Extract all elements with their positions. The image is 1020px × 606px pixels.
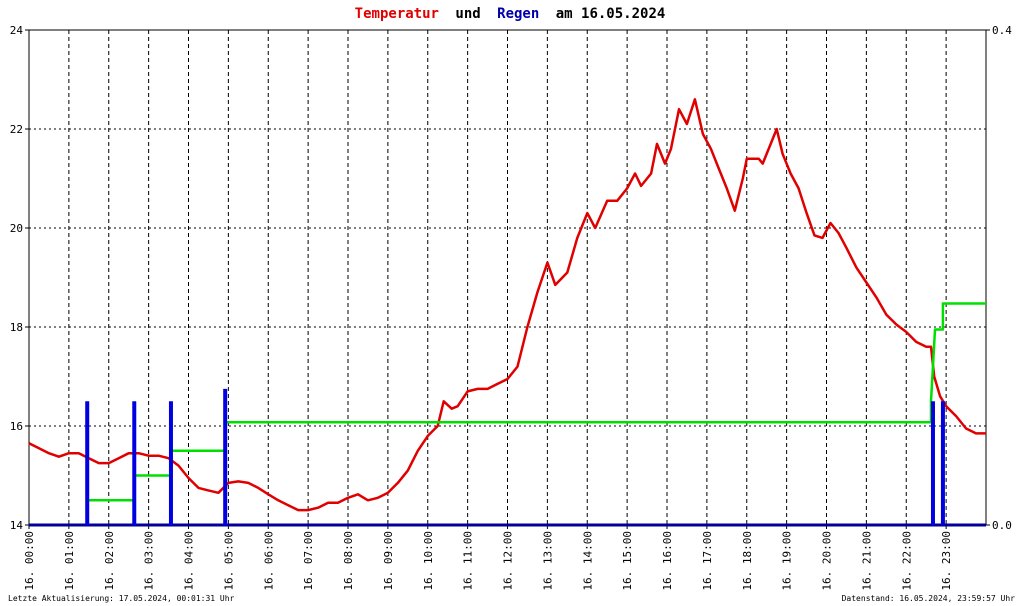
x-tick-label: 16. 20:00: [821, 531, 834, 591]
x-tick-label: 16. 13:00: [541, 531, 554, 591]
x-tick-label: 16. 01:00: [63, 531, 76, 591]
title-part: und: [455, 6, 480, 22]
title-part: Temperatur: [355, 6, 439, 22]
x-tick-label: 16. 18:00: [741, 531, 754, 591]
x-tick-label: 16. 09:00: [382, 531, 395, 591]
data-note: Datenstand: 16.05.2024, 23:59:57 Uhr: [842, 594, 1016, 603]
x-tick-label: 16. 03:00: [143, 531, 156, 591]
y-tick-label: 14: [10, 519, 24, 532]
x-tick-label: 16. 14:00: [581, 531, 594, 591]
rain-bar: [132, 401, 137, 525]
x-tick-label: 16. 02:00: [103, 531, 116, 591]
chart-title: Temperatur und Regen am 16.05.2024: [355, 6, 666, 22]
x-tick-label: 16. 06:00: [262, 531, 275, 591]
y2-tick-label: 0.4: [992, 24, 1012, 37]
y-tick-label: 16: [10, 420, 23, 433]
x-tick-label: 16. 07:00: [302, 531, 315, 591]
x-tick-label: 16. 21:00: [860, 531, 873, 591]
x-tick-label: 16. 17:00: [701, 531, 714, 591]
x-tick-label: 16. 16:00: [661, 531, 674, 591]
x-tick-label: 16. 08:00: [342, 531, 355, 591]
x-tick-label: 16. 05:00: [222, 531, 235, 591]
rain-bar: [930, 401, 935, 525]
x-tick-label: 16. 19:00: [781, 531, 794, 591]
x-tick-label: 16. 04:00: [183, 531, 196, 591]
y-tick-label: 24: [10, 24, 24, 37]
title-part: am 16.05.2024: [556, 6, 666, 22]
y-tick-label: 22: [10, 123, 23, 136]
x-tick-label: 16. 23:00: [940, 531, 953, 591]
data-line: [28, 98, 986, 512]
x-tick-label: 16. 15:00: [621, 531, 634, 591]
x-tick-label: 16. 11:00: [462, 531, 475, 591]
y-tick-label: 18: [10, 321, 23, 334]
y2-tick-label: 0.0: [992, 519, 1012, 532]
update-note: Letzte Aktualisierung: 17.05.2024, 00:01…: [8, 594, 235, 603]
x-tick-label: 16. 10:00: [422, 531, 435, 591]
x-tick-label: 16. 22:00: [900, 531, 913, 591]
x-tick-label: 16. 00:00: [23, 531, 36, 591]
title-part: Regen: [497, 6, 539, 22]
rain-bar: [85, 401, 90, 525]
rain-bar: [940, 401, 945, 525]
rain-bar: [168, 401, 173, 525]
rain-bar: [223, 388, 228, 525]
y-tick-label: 20: [10, 222, 23, 235]
x-tick-label: 16. 12:00: [502, 531, 515, 591]
